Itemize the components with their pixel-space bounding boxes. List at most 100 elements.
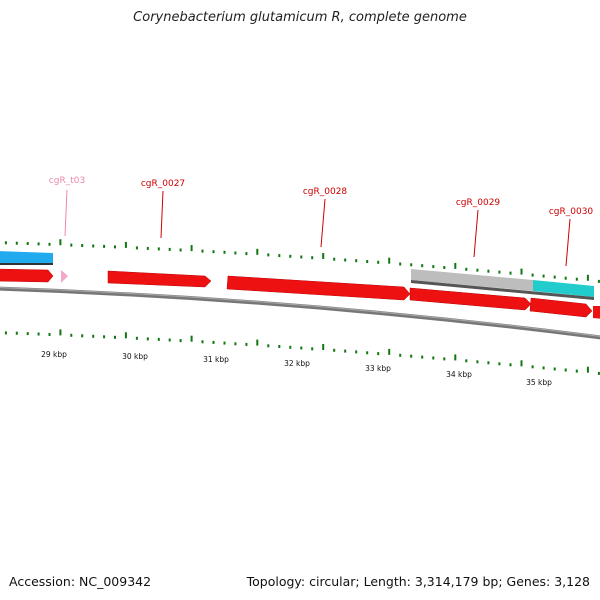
- minor-tick: [92, 244, 95, 248]
- minor-tick: [399, 262, 402, 266]
- minor-tick: [234, 342, 237, 346]
- minor-tick: [212, 340, 215, 344]
- minor-tick: [289, 345, 292, 349]
- leader-line: [565, 218, 571, 267]
- band-cyan: [533, 280, 594, 297]
- minor-tick: [278, 254, 281, 258]
- gene-arrow[interactable]: [529, 297, 593, 318]
- minor-tick: [223, 250, 226, 254]
- minor-tick: [421, 264, 424, 268]
- rna-arrow[interactable]: [61, 270, 68, 283]
- minor-tick: [410, 263, 413, 267]
- gene-arrow[interactable]: [593, 306, 600, 319]
- accession-text: Accession: NC_009342: [9, 574, 152, 589]
- major-tick: [586, 274, 589, 281]
- minor-tick: [443, 266, 446, 269]
- gene-arrows[interactable]: [0, 268, 600, 319]
- minor-tick: [476, 360, 479, 364]
- minor-tick: [146, 246, 149, 250]
- scale-label: 31 kbp: [203, 355, 229, 364]
- minor-tick: [267, 344, 270, 348]
- gene-label-cgR_0028[interactable]: cgR_0028: [303, 187, 348, 197]
- minor-tick: [355, 350, 358, 354]
- gene-arrow[interactable]: [409, 287, 532, 311]
- minor-tick: [564, 276, 567, 280]
- minor-tick: [157, 337, 160, 341]
- gene-arrow[interactable]: [226, 275, 411, 301]
- minor-tick: [597, 371, 600, 375]
- minor-tick: [432, 356, 435, 360]
- genome-backbone-highlight: [0, 287, 600, 337]
- minor-tick: [564, 368, 567, 372]
- minor-tick: [410, 354, 413, 358]
- major-tick: [190, 245, 193, 252]
- minor-tick: [92, 334, 95, 338]
- minor-tick: [201, 340, 204, 344]
- minor-tick: [15, 241, 18, 245]
- minor-tick: [487, 269, 490, 273]
- minor-tick: [168, 247, 171, 251]
- minor-tick: [135, 246, 138, 250]
- gene-label-cgR_0029[interactable]: cgR_0029: [456, 198, 501, 208]
- minor-tick: [432, 265, 435, 269]
- scale-label: 32 kbp: [284, 359, 310, 368]
- gene-label-cgR_t03[interactable]: cgR_t03: [49, 176, 85, 186]
- genome-backbone: [0, 286, 600, 340]
- minor-tick: [377, 352, 380, 356]
- gene-label-cgR_0027[interactable]: cgR_0027: [141, 179, 185, 189]
- minor-tick: [366, 260, 369, 263]
- minor-tick: [597, 279, 600, 283]
- minor-tick: [70, 333, 73, 337]
- minor-tick: [531, 365, 534, 369]
- scale-label: 33 kbp: [365, 364, 391, 373]
- leader-line: [320, 198, 326, 248]
- minor-tick: [4, 241, 7, 245]
- scale-labels: 29 kbp 30 kbp 31 kbp 32 kbp 33 kbp 34 kb…: [41, 350, 552, 387]
- gene-label-cgR_0030[interactable]: cgR_0030: [549, 207, 594, 217]
- minor-tick: [498, 270, 501, 274]
- minor-tick: [179, 339, 182, 343]
- minor-tick: [333, 257, 336, 261]
- major-tick: [388, 348, 391, 355]
- tick-marks-upper: [4, 239, 600, 283]
- minor-tick: [311, 256, 314, 260]
- minor-tick: [267, 253, 270, 257]
- major-tick: [124, 332, 127, 339]
- minor-tick: [48, 242, 51, 246]
- minor-tick: [234, 251, 237, 255]
- genome-stats-text: Topology: circular; Length: 3,314,179 bp…: [246, 574, 590, 589]
- minor-tick: [311, 347, 314, 351]
- minor-tick: [146, 337, 149, 341]
- minor-tick: [498, 362, 501, 366]
- minor-tick: [300, 255, 303, 259]
- minor-tick: [81, 244, 84, 247]
- minor-tick: [355, 259, 358, 263]
- minor-tick: [103, 335, 106, 339]
- minor-tick: [135, 336, 138, 340]
- gene-arrow[interactable]: [107, 270, 212, 288]
- minor-tick: [157, 247, 160, 251]
- band-blue-edge: [0, 263, 53, 265]
- gene-arrow[interactable]: [0, 268, 54, 283]
- minor-tick: [465, 359, 468, 363]
- major-tick: [322, 253, 325, 259]
- minor-tick: [542, 366, 545, 370]
- band-blue: [0, 251, 53, 264]
- scale-label: 29 kbp: [41, 350, 67, 359]
- minor-tick: [48, 333, 51, 336]
- band-gray: [411, 269, 533, 291]
- minor-tick: [531, 273, 534, 277]
- minor-tick: [212, 250, 215, 254]
- minor-tick: [168, 338, 171, 342]
- major-tick: [454, 354, 457, 361]
- leader-line: [473, 209, 479, 258]
- major-tick: [256, 339, 259, 346]
- minor-tick: [476, 268, 479, 272]
- minor-tick: [300, 346, 303, 350]
- minor-tick: [344, 258, 347, 262]
- band-shadow: [411, 280, 594, 300]
- minor-tick: [465, 267, 468, 271]
- gene-labels: cgR_t03 cgR_0027 cgR_0028 cgR_0029 cgR_0…: [49, 176, 594, 267]
- major-tick: [190, 335, 193, 342]
